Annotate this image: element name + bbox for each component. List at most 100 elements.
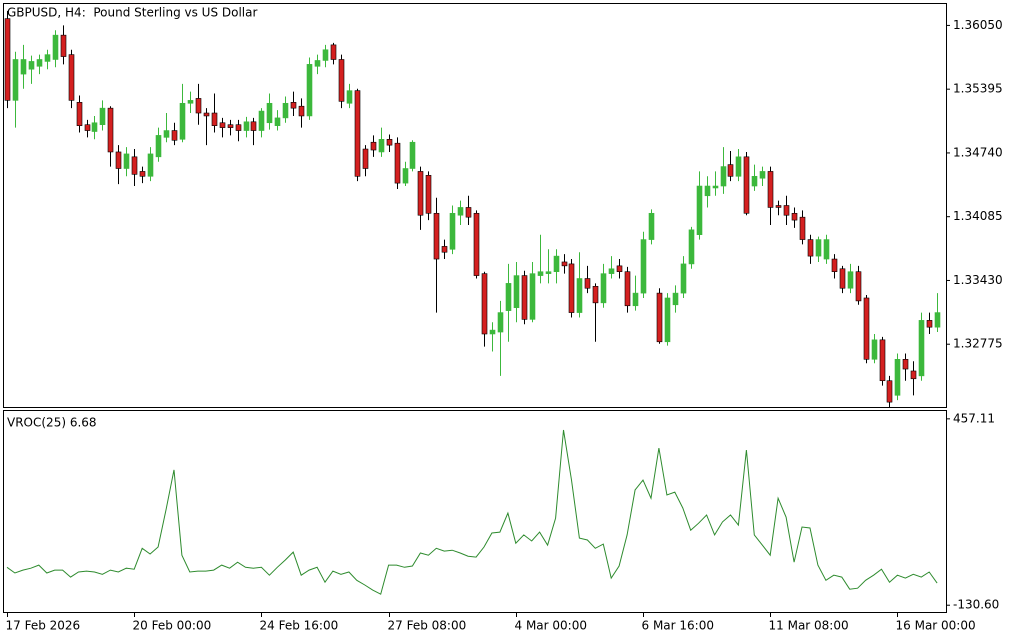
candle-body: [362, 148, 369, 169]
candle-body: [60, 34, 67, 57]
candle-body: [561, 261, 568, 267]
candle-body: [767, 171, 774, 208]
chart-title: GBPUSD, H4: Pound Sterling vs US Dollar: [7, 6, 257, 20]
candle-body: [910, 370, 917, 380]
candle-body: [521, 275, 528, 320]
y-tick-label: 457.11: [953, 411, 995, 425]
candle-body: [147, 153, 154, 177]
candle-body: [179, 102, 186, 140]
x-tick-label: 17 Feb 2026: [6, 619, 81, 633]
y-tick-label: 1.36050: [953, 18, 1003, 32]
candle-body: [537, 271, 544, 276]
x-tick-label: 24 Feb 16:00: [260, 619, 339, 633]
candle-body: [354, 90, 361, 177]
candle-body: [386, 139, 393, 146]
candle-body: [433, 212, 440, 260]
candle-body: [799, 216, 806, 240]
candle-body: [298, 105, 305, 117]
candle-body: [648, 212, 655, 240]
candle-body: [489, 329, 496, 335]
candle-body: [640, 239, 647, 294]
indicator-title: VROC(25) 6.68: [7, 416, 97, 430]
candle-body: [258, 110, 265, 131]
candle-body: [529, 273, 536, 320]
candle-body: [314, 60, 321, 67]
candle-body: [203, 112, 210, 117]
candle-body: [290, 102, 297, 109]
y-tick-label: 1.34740: [953, 145, 1003, 159]
candle-body: [592, 285, 599, 304]
candle-body: [680, 263, 687, 294]
candle-body: [934, 312, 941, 328]
candle-body: [831, 258, 838, 272]
indicator-panel: [3, 410, 947, 613]
candle-body: [624, 271, 631, 307]
candle-body: [632, 292, 639, 307]
x-tick-label: 20 Feb 00:00: [133, 619, 212, 633]
candle-body: [227, 124, 234, 128]
candle-body: [465, 207, 472, 218]
candle-body: [815, 239, 822, 257]
candle-body: [211, 112, 218, 126]
candle-body: [576, 278, 583, 313]
candle-body: [243, 121, 250, 131]
candle-body: [330, 44, 337, 60]
candle-body: [783, 205, 790, 216]
candle-body: [322, 49, 329, 61]
candle-body: [759, 171, 766, 179]
indicator-line: [6, 429, 938, 595]
candle-body: [902, 359, 909, 370]
candle-body: [457, 207, 464, 216]
candle-body: [338, 59, 345, 102]
candle-body: [696, 185, 703, 236]
candle-body: [12, 59, 19, 101]
candle-body: [123, 153, 130, 169]
y-tick-label: -130.60: [953, 598, 999, 612]
y-tick-label: 1.34085: [953, 209, 1003, 223]
candle-body: [863, 297, 870, 360]
candle-body: [775, 205, 782, 208]
price-panel: [3, 3, 947, 408]
candle-body: [394, 142, 401, 184]
candle-body: [608, 268, 615, 274]
candle-body: [370, 141, 377, 151]
candle-body: [886, 380, 893, 403]
candle-body: [417, 171, 424, 216]
candle-body: [378, 139, 385, 153]
candle-body: [107, 107, 114, 153]
candle-body: [76, 102, 83, 126]
y-tick-label: 1.33430: [953, 273, 1003, 287]
candle-body: [727, 164, 734, 177]
candle-body: [36, 59, 43, 67]
x-tick-label: 16 Mar 00:00: [896, 619, 976, 633]
candle-body: [139, 171, 146, 177]
candle-body: [918, 320, 925, 377]
candle-body: [871, 339, 878, 360]
candle-body: [672, 292, 679, 306]
candle-body: [545, 271, 552, 274]
candle-body: [187, 100, 194, 104]
candle-body: [425, 175, 432, 214]
candle-body: [28, 61, 35, 70]
candle-body: [600, 273, 607, 304]
candle-body: [163, 130, 170, 138]
candle-body: [274, 117, 281, 126]
candle-body: [20, 59, 27, 75]
candle-body: [656, 292, 663, 343]
candle-body: [688, 229, 695, 265]
candle-body: [823, 239, 830, 260]
candle-body: [266, 102, 273, 124]
candle-body: [584, 278, 591, 289]
candle-body: [839, 268, 846, 289]
candle-body: [402, 168, 409, 184]
candle-body: [449, 212, 456, 250]
candle-body: [513, 275, 520, 309]
candle-body: [926, 320, 933, 328]
candle-body: [131, 156, 138, 175]
candle-body: [346, 90, 353, 104]
candle-body: [409, 141, 416, 169]
candle-body: [52, 34, 59, 60]
candle-body: [497, 312, 504, 333]
candle-body: [751, 175, 758, 187]
candle-body: [894, 359, 901, 396]
